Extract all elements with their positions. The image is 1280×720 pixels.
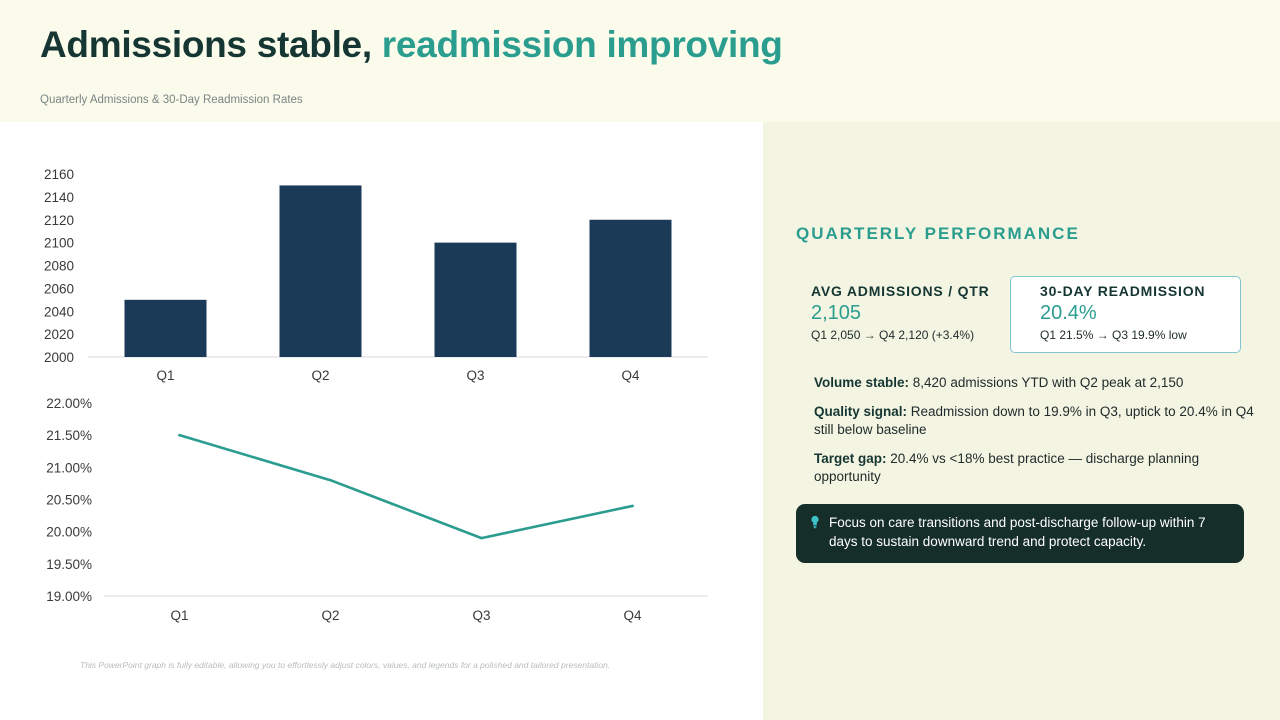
chart-area: 2000 2020 2040 2060 2080 2100 2120 2140 2160 Q1 Q2… [0,122,763,720]
bar-q1 [124,299,207,357]
bar-y-tick-label: 2160 [44,167,74,182]
page-subtitle: Quarterly Admissions & 30-Day Readmissio… [40,94,303,106]
charts-canvas: 2000 2020 2040 2060 2080 2100 2120 2140 2160 Q1 Q2… [44,167,708,623]
line-point-q1 [178,433,181,437]
line-x-tick-label: Q3 [472,608,490,623]
bar-x-tick-label: Q1 [156,368,174,383]
insight-target: Target gap: 20.4% vs <18% best practice … [814,450,1254,486]
line-y-tick-label: 22.00% [46,396,92,411]
bar-y-tick-label: 2060 [44,281,74,296]
insight-text: 20.4% vs <18% best practice — discharge … [814,451,1200,484]
bar-x-tick-label: Q2 [311,368,329,383]
bar-y-tick-label: 2080 [44,259,74,274]
line-x-tick-label: Q4 [623,608,642,623]
line-point-q4 [631,504,634,508]
bar-y-tick-label: 2040 [44,304,74,319]
line-y-tick-label: 19.00% [46,589,92,604]
insights-list: Volume stable: 8,420 admissions YTD with… [814,374,1254,497]
insight-label: Quality signal: [814,404,908,419]
insight-volume: Volume stable: 8,420 admissions YTD with… [814,374,1254,392]
line-y-tick-label: 20.50% [46,493,92,508]
bar-q2 [279,185,362,357]
insight-label: Volume stable: [814,375,910,390]
insight-text: Readmission down to 19.9% in Q3, uptick … [814,404,1254,437]
line-y-tick-label: 21.00% [46,460,92,475]
kpi-avg-admissions: AVG ADMISSIONS / QTR 2,105 Q1 2,050 → Q4… [796,276,1006,353]
kpi-label: 30-DAY READMISSION [1040,283,1206,299]
bar-y-tick-label: 2100 [44,236,74,251]
callout-text: Focus on care transitions and post-disch… [829,515,1206,549]
line-point-q2 [329,478,332,482]
lightbulb-icon [811,515,819,529]
header: Admissions stable, readmission improving… [0,0,1280,122]
bar-q4 [589,219,672,357]
callout-box: Focus on care transitions and post-disch… [796,504,1244,563]
line-x-tick-label: Q1 [170,608,188,623]
line-y-tick-label: 19.50% [46,557,92,572]
bar-x-tick-label: Q4 [621,368,640,383]
kpi-value: 20.4% [1040,302,1097,324]
kpi-note: Q1 21.5% → Q3 19.9% low [1040,328,1187,342]
bar-y-tick-label: 2120 [44,213,74,228]
kpi-readmission: 30-DAY READMISSION 20.4% Q1 21.5% → Q3 1… [1010,276,1241,353]
bar-x-tick-label: Q3 [466,368,484,383]
side-heading: QUARTERLY PERFORMANCE [796,224,1080,243]
kpi-label: AVG ADMISSIONS / QTR [811,283,990,299]
footnote: This PowerPoint graph is fully editable,… [80,660,611,670]
line-y-tick-label: 20.00% [46,525,92,540]
line-point-q3 [480,536,483,540]
insight-label: Target gap: [814,451,887,466]
insight-text: 8,420 admissions YTD with Q2 peak at 2,1… [909,375,1184,390]
title-accent: readmission improving [381,24,783,65]
insight-quality: Quality signal: Readmission down to 19.9… [814,403,1254,439]
bar-y-tick-label: 2000 [44,350,74,365]
side-panel: QUARTERLY PERFORMANCE AVG ADMISSIONS / Q… [763,122,1280,720]
kpi-value: 2,105 [811,302,862,324]
kpi-note: Q1 2,050 → Q4 2,120 (+3.4%) [811,328,975,342]
page-title: Admissions stable, readmission improving [40,24,783,66]
bar-q3 [434,242,517,357]
bar-y-tick-label: 2140 [44,190,74,205]
line-y-tick-label: 21.50% [46,428,92,443]
title-main: Admissions stable, [40,24,382,65]
bar-y-tick-label: 2020 [44,327,74,342]
readmission-line [178,433,634,540]
line-x-tick-label: Q2 [321,608,339,623]
